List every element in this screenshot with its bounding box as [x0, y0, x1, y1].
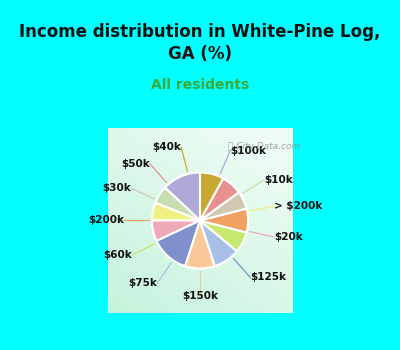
Wedge shape	[200, 173, 223, 220]
Text: $10k: $10k	[264, 175, 293, 185]
Wedge shape	[165, 173, 200, 220]
Text: $200k: $200k	[88, 216, 124, 225]
Text: ⓘ City-Data.com: ⓘ City-Data.com	[228, 142, 300, 151]
Text: $75k: $75k	[128, 278, 158, 288]
Wedge shape	[152, 220, 200, 241]
Text: $100k: $100k	[230, 146, 266, 156]
Wedge shape	[200, 220, 246, 251]
Text: > $200k: > $200k	[274, 201, 323, 211]
Wedge shape	[152, 203, 200, 220]
Wedge shape	[200, 220, 237, 266]
Wedge shape	[155, 188, 200, 220]
Text: $150k: $150k	[182, 291, 218, 301]
Wedge shape	[200, 209, 248, 232]
Text: All residents: All residents	[151, 78, 249, 92]
Text: $30k: $30k	[103, 183, 132, 193]
Wedge shape	[156, 220, 200, 266]
Wedge shape	[200, 192, 246, 220]
Text: $125k: $125k	[250, 272, 286, 282]
Text: $60k: $60k	[104, 250, 132, 260]
Text: $50k: $50k	[121, 159, 150, 169]
Text: $20k: $20k	[274, 232, 303, 242]
Wedge shape	[200, 178, 239, 220]
Text: $40k: $40k	[152, 142, 181, 152]
Wedge shape	[185, 220, 215, 268]
Text: Income distribution in White-Pine Log,
GA (%): Income distribution in White-Pine Log, G…	[19, 23, 381, 63]
